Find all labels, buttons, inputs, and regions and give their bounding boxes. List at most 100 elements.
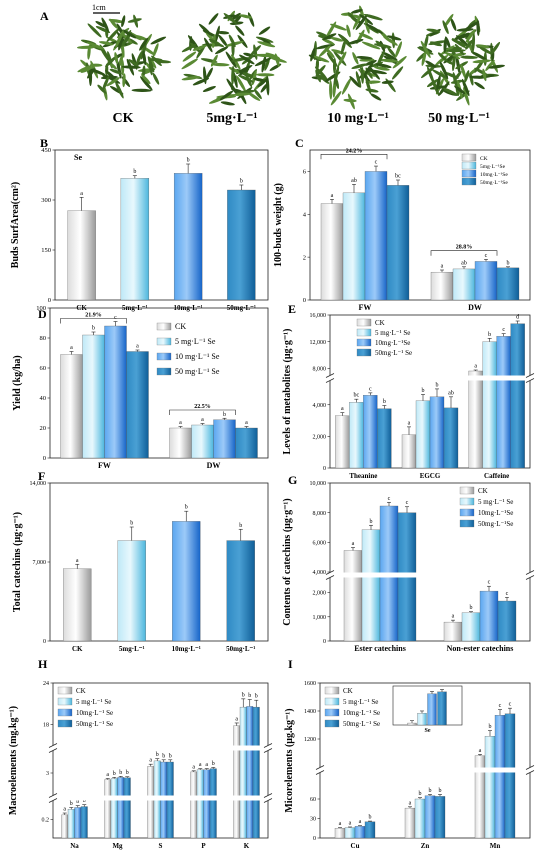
axis-break-mark (325, 575, 335, 580)
leaf (443, 87, 459, 96)
x-category-label: Theanine (349, 472, 377, 480)
leaf (115, 81, 124, 99)
leaf (479, 46, 493, 55)
legend-swatch (324, 708, 340, 717)
leaf (121, 41, 133, 47)
leaf (203, 66, 207, 85)
leaf (474, 81, 485, 90)
leaf (108, 18, 125, 24)
leaf (425, 60, 437, 68)
leaf (439, 61, 449, 79)
bar-5mg·L⁻¹-0 (117, 540, 146, 642)
leaf (225, 51, 237, 69)
leaf (131, 88, 152, 93)
axis-break-gap (49, 795, 272, 801)
legend-entry: 50mg·L⁻¹ Se (343, 720, 380, 728)
leaf (332, 57, 337, 74)
y-tick-label: 4,000 (313, 403, 327, 409)
bar-Non-ester catechins-3 (497, 600, 517, 642)
leaf (87, 68, 95, 79)
y-tick-label: 2,000 (313, 591, 327, 597)
leaf (257, 78, 268, 88)
leaf (428, 40, 448, 45)
leaf (109, 18, 119, 29)
bar-Na-0 (61, 814, 69, 839)
axis-break-mark (315, 770, 325, 775)
leaf (347, 93, 355, 110)
leaf (365, 80, 381, 84)
leaf (379, 58, 399, 63)
significance-letter: c (375, 160, 378, 166)
bar-Na-2 (74, 807, 82, 839)
legend-entry: CK (76, 687, 86, 695)
significance-letter: b (255, 694, 258, 700)
leaf (383, 36, 398, 46)
significance-letter: c (509, 702, 512, 708)
leaf (340, 38, 347, 55)
leaf (127, 18, 142, 23)
y-tick-label: 16,000 (310, 313, 327, 319)
significance-letter: b (113, 771, 116, 777)
leaf (152, 43, 159, 57)
y-tick-label: 40 (40, 395, 47, 402)
y-tick-label: 1600 (304, 681, 316, 687)
significance-letter: b (70, 801, 73, 807)
leaf (80, 66, 93, 73)
significance-letter: c (406, 500, 409, 506)
legend-swatch (156, 322, 172, 331)
axis-break-mark (325, 373, 335, 378)
scale-bar-label: 1cm (92, 3, 107, 12)
legend-swatch (324, 719, 340, 728)
leaf (352, 52, 359, 65)
y-tick-label: 1200 (304, 737, 316, 743)
leaf (77, 65, 92, 73)
panel-letter: B (40, 136, 48, 150)
y-tick-label: 0 (303, 297, 306, 304)
significance-letter: a (441, 264, 444, 270)
bar-Zn-0 (404, 807, 416, 839)
significance-letter: a (201, 417, 204, 423)
x-category-label: K (244, 842, 250, 850)
leaf (376, 63, 392, 68)
significance-letter: b (370, 519, 373, 525)
leaf (358, 32, 374, 40)
leaf (471, 33, 476, 53)
leaf (247, 91, 261, 101)
leaf-cluster-3 (416, 13, 505, 106)
leaf (367, 69, 387, 75)
y-tick-label: 4 (303, 211, 307, 218)
significance-letter: a (352, 541, 355, 547)
bar-Caffeine-0 (468, 370, 483, 469)
significance-letter: b (185, 505, 188, 511)
leaf (370, 93, 382, 101)
bar-Na-1 (67, 809, 75, 839)
plot-frame (309, 149, 531, 301)
leaf (133, 34, 149, 41)
legend-entry: 10mg·L⁻¹Se (375, 339, 410, 347)
bar-Zn-2 (424, 795, 436, 839)
leaf (141, 74, 151, 85)
y-tick-label: 100 (36, 305, 46, 312)
panel-d: D Yield (kg/ha) FW a b c a DW a a b a 0 20 40 60 80 100 CK… (12, 305, 269, 470)
axis-break-gap (49, 745, 272, 751)
legend-swatch (356, 328, 372, 337)
legend-entry: 10mg·L⁻¹Se (478, 509, 513, 517)
leaf (443, 37, 447, 53)
bar-Na-3 (80, 806, 88, 839)
legend-entry: 50mg·L⁻¹Se (478, 520, 513, 528)
plot-frame (49, 307, 269, 459)
y-tick-label: 0 (43, 639, 46, 645)
significance-letter: c (488, 580, 491, 586)
significance-letter: b (429, 788, 432, 794)
leaf (115, 30, 124, 48)
significance-letter: b (383, 399, 386, 405)
bar-EGCG-2 (429, 396, 445, 469)
bar-Ester catechins-1 (361, 529, 381, 642)
bar-Non-ester catechins-2 (479, 590, 499, 642)
leaf (256, 73, 275, 77)
bar-P-1 (196, 769, 204, 839)
bar-DW-2 (474, 261, 498, 301)
leaf (87, 42, 105, 50)
x-category-label: FW (98, 461, 111, 470)
panel-e: E Levels of metabolites (μg·g⁻¹) Theanine a… (282, 302, 535, 480)
